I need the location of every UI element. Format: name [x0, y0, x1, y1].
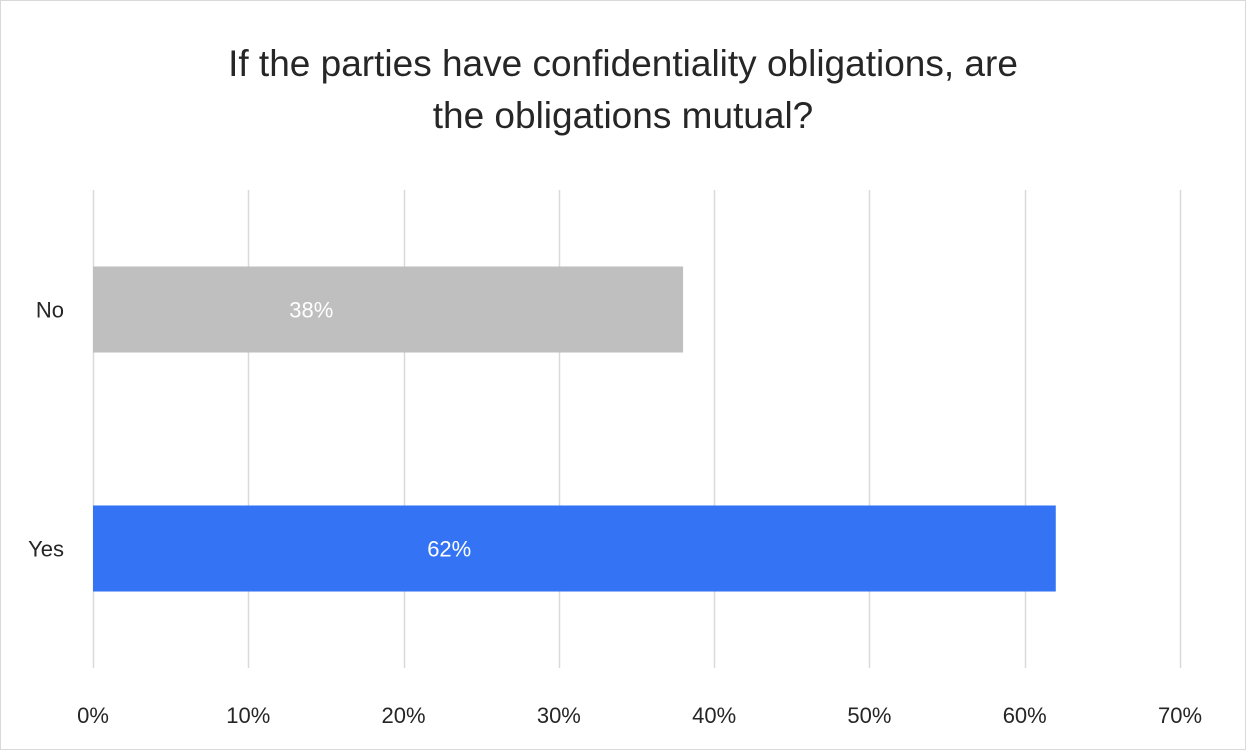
x-tick-label-5: 50%: [847, 703, 891, 728]
data-labels: 38% 62%: [289, 298, 471, 562]
chart-title-line-2: the obligations mutual?: [432, 95, 814, 136]
x-tick-label-1: 10%: [226, 703, 270, 728]
category-label-yes: Yes: [28, 537, 64, 562]
data-label-yes: 62%: [427, 537, 471, 562]
data-label-no: 38%: [289, 298, 333, 323]
bars: [93, 266, 1056, 592]
x-tick-label-7: 70%: [1158, 703, 1202, 728]
x-tick-label-2: 20%: [382, 703, 426, 728]
chart-title: If the parties have confidentiality obli…: [0, 38, 1246, 142]
bar-no: [93, 266, 684, 353]
x-axis-tick-labels: 0% 10% 20% 30% 40% 50% 60% 70%: [77, 703, 1202, 728]
category-labels: No Yes: [28, 298, 64, 562]
x-tick-label-0: 0%: [77, 703, 109, 728]
chart-title-line-1: If the parties have confidentiality obli…: [228, 43, 1018, 84]
x-tick-label-4: 40%: [692, 703, 736, 728]
x-tick-label-3: 30%: [537, 703, 581, 728]
gridlines: [92, 190, 1182, 668]
x-tick-label-6: 60%: [1003, 703, 1047, 728]
bar-yes: [93, 505, 1056, 592]
category-label-no: No: [36, 298, 64, 323]
